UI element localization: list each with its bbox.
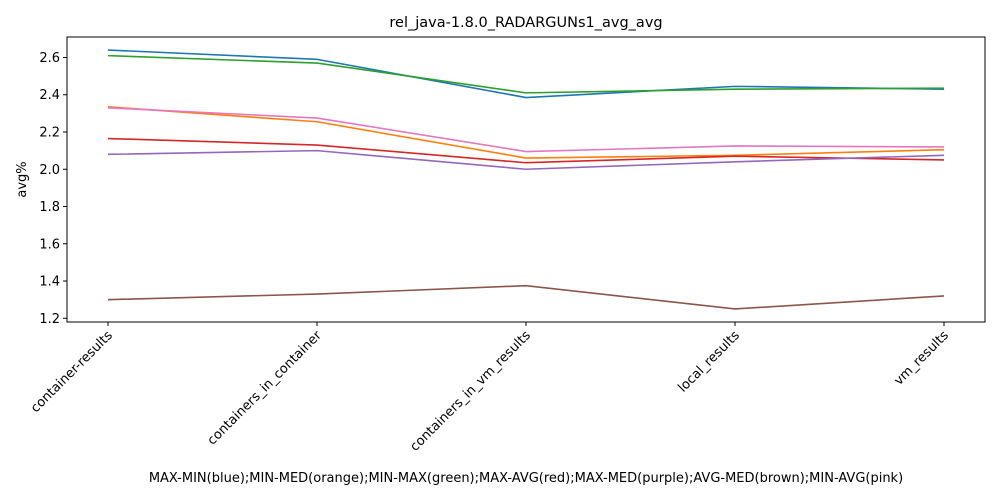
x-tick-label: local_results: [675, 328, 743, 396]
series-line-1: [107, 106, 945, 159]
x-tick-label: containers_in_container: [205, 328, 326, 449]
x-tick-label: vm_results: [891, 328, 952, 389]
x-axis: container-results containers_in_container…: [28, 322, 952, 455]
y-tick-label: 1.4: [39, 275, 60, 290]
y-tick-label: 2.6: [39, 51, 60, 66]
x-tick-label: container-results: [28, 328, 116, 416]
plot-frame: [66, 36, 986, 323]
series-line-2: [107, 54, 945, 94]
chart-title: rel_java-1.8.0_RADARGUNs1_avg_avg: [389, 15, 662, 31]
y-tick-label: 2.4: [39, 88, 60, 103]
series-line-4: [107, 149, 945, 171]
x-tick-label: containers_in_vm_results: [408, 328, 534, 454]
series-layer: [107, 49, 945, 310]
y-axis-label: avg%: [15, 161, 30, 197]
series-line-5: [107, 284, 945, 310]
y-tick-label: 1.2: [39, 312, 60, 327]
y-axis: 1.2 1.4 1.6 1.8 2.0 2.2 2.4 2.6: [39, 51, 67, 327]
series-line-6: [107, 106, 945, 153]
x-axis-label: MAX-MIN(blue);MIN-MED(orange);MIN-MAX(gr…: [149, 471, 903, 486]
y-tick-label: 1.6: [39, 237, 60, 252]
y-tick-label: 2.0: [39, 163, 60, 178]
series-line-0: [107, 49, 945, 99]
y-tick-label: 1.8: [39, 200, 60, 215]
y-tick-label: 2.2: [39, 126, 60, 141]
series-line-3: [107, 137, 945, 164]
